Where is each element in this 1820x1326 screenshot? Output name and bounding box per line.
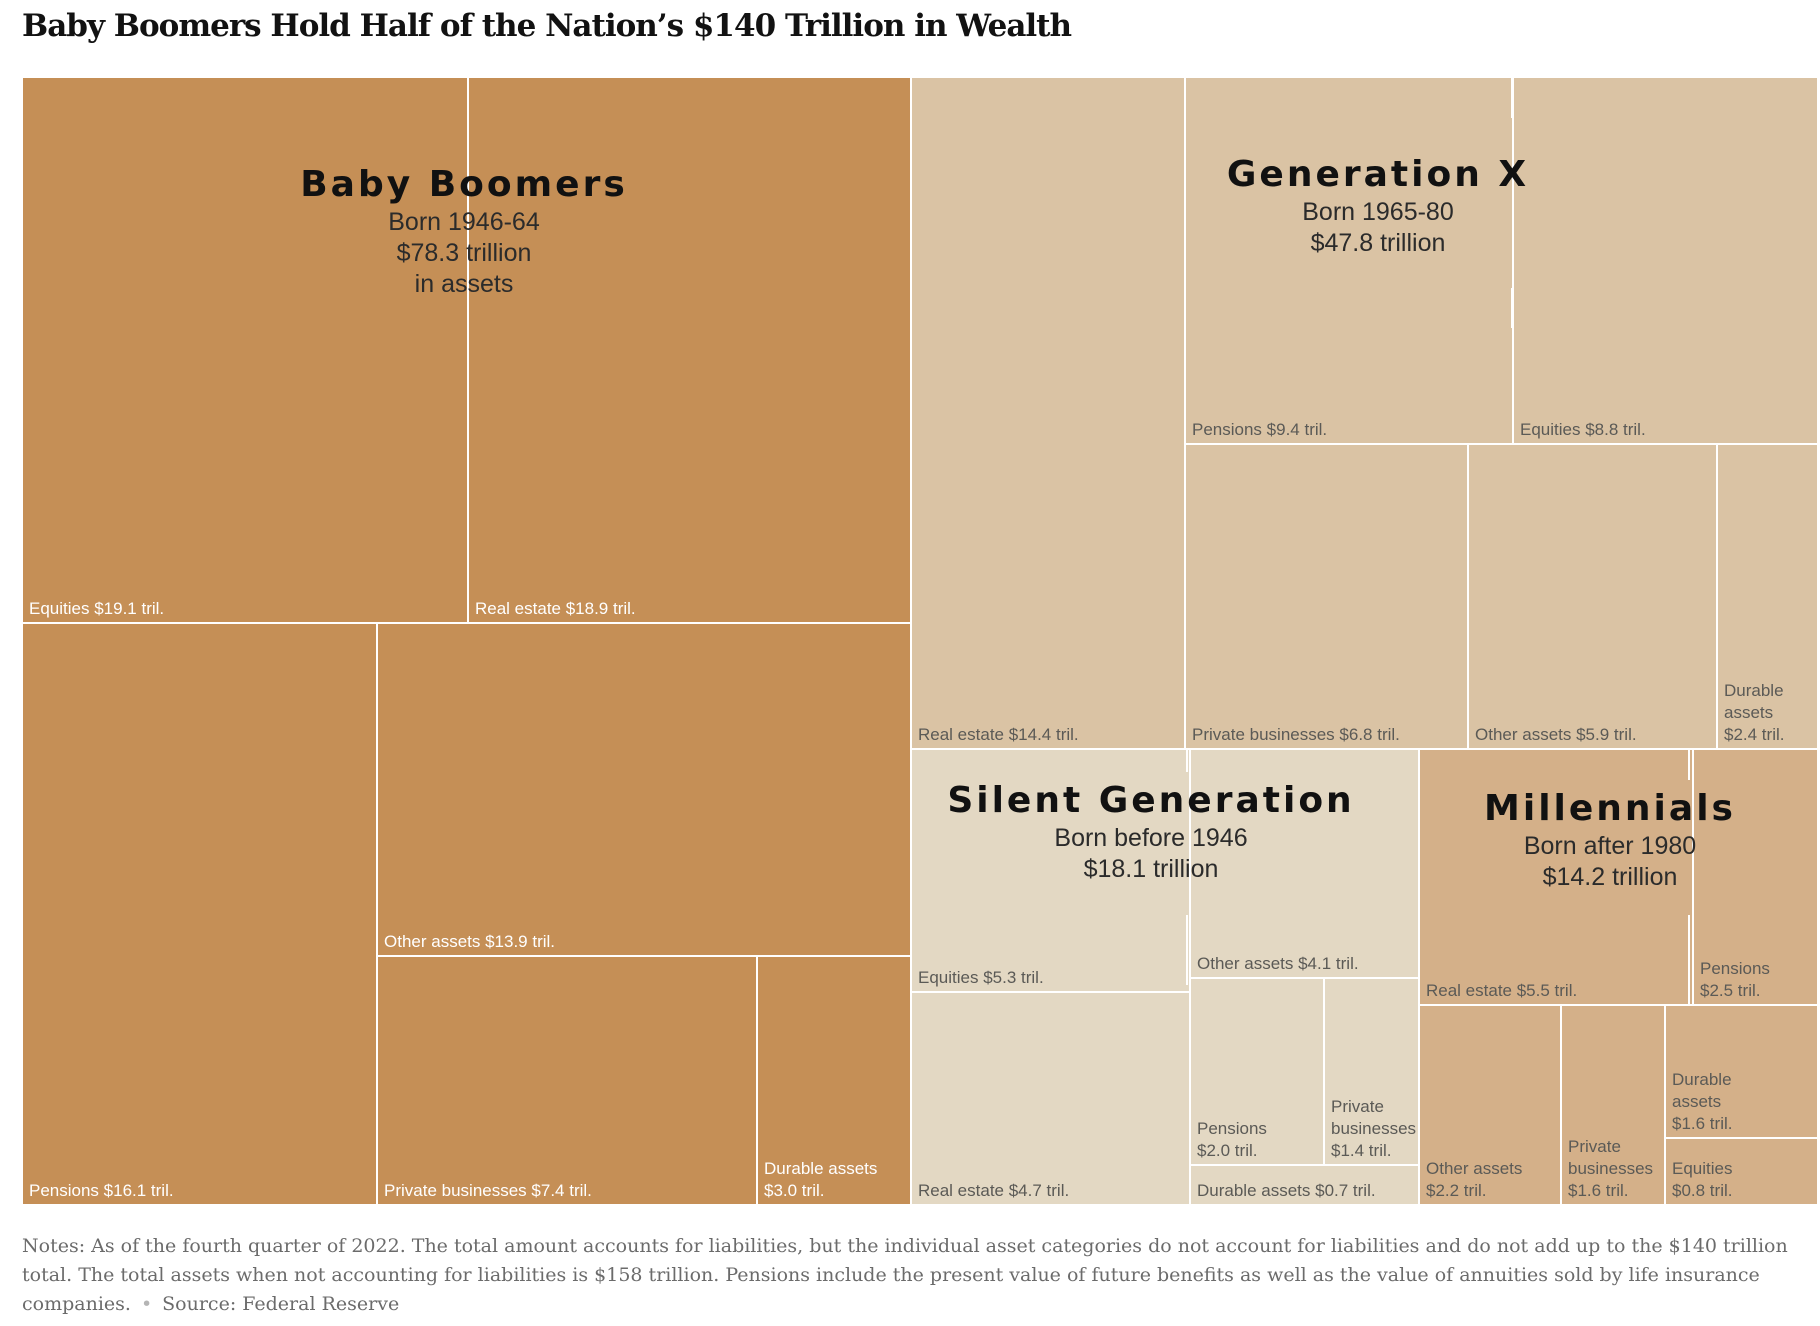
millennials-equities-label: Equities $0.8 tril. — [1672, 1158, 1733, 1200]
silent-generation-generation-born: Born before 1946 — [1054, 824, 1248, 852]
baby-boomers-generation-born: Born 1946-64 — [388, 208, 540, 236]
millennials-pensions-cell: Pensions $2.5 tril. — [1693, 749, 1818, 1005]
baby-boomers-equities-cell: Equities $19.1 tril. — [22, 77, 468, 623]
millennials-private-businesses-label: Private businesses $1.6 tril. — [1568, 1136, 1654, 1200]
generation-x-generation-total: $47.8 trillion — [1310, 229, 1446, 257]
cell-divider — [1511, 288, 1513, 328]
generation-x-heading: Generation X Born 1965-80 $47.8 trillion — [1227, 154, 1529, 259]
baby-boomers-pensions-cell: Pensions $16.1 tril. — [22, 623, 377, 1205]
generation-x-real-estate-cell: Real estate $14.4 tril. — [911, 77, 1185, 749]
silent-generation-pensions-cell: Pensions $2.0 tril. — [1190, 978, 1324, 1165]
separator-dot: • — [140, 1293, 153, 1315]
millennials-durable-assets-label: Durable assets $1.6 tril. — [1672, 1069, 1733, 1133]
chart-title: Baby Boomers Hold Half of the Nation’s $… — [22, 8, 1072, 44]
silent-generation-equities-cell: Equities $5.3 tril. — [911, 749, 1190, 992]
baby-boomers-generation-name: Baby Boomers — [300, 164, 628, 205]
cell-divider — [1688, 915, 1690, 1005]
generation-x-durable-assets-label: Durable assets $2.4 tril. — [1724, 680, 1785, 744]
millennials-generation-total: $14.2 trillion — [1542, 863, 1678, 891]
generation-x-equities-cell: Equities $8.8 tril. — [1513, 77, 1818, 444]
millennials-other-assets-cell: Other assets $2.2 tril. — [1419, 1005, 1561, 1205]
generation-x-generation-born: Born 1965-80 — [1302, 198, 1454, 226]
baby-boomers-real-estate-cell: Real estate $18.9 tril. — [468, 77, 911, 623]
chart-notes: Notes: As of the fourth quarter of 2022.… — [22, 1232, 1802, 1319]
baby-boomers-pensions-label: Pensions $16.1 tril. — [29, 1180, 174, 1200]
generation-x-private-businesses-label: Private businesses $6.8 tril. — [1192, 724, 1400, 744]
silent-generation-generation-total: $18.1 trillion — [1083, 855, 1219, 883]
silent-generation-durable-assets-label: Durable assets $0.7 tril. — [1197, 1180, 1376, 1200]
millennials-generation-name: Millennials — [1484, 788, 1736, 829]
generation-x-pensions-label: Pensions $9.4 tril. — [1192, 419, 1328, 439]
silent-generation-private-businesses-label: Private businesses $1.4 tril. — [1331, 1096, 1417, 1160]
baby-boomers-other-assets-label: Other assets $13.9 tril. — [384, 931, 556, 951]
silent-generation-generation-name: Silent Generation — [947, 780, 1355, 821]
generation-x-other-assets-label: Other assets $5.9 tril. — [1475, 724, 1637, 744]
millennials-generation-born: Born after 1980 — [1523, 832, 1697, 860]
baby-boomers-private-businesses-label: Private businesses $7.4 tril. — [384, 1180, 592, 1200]
generation-x-equities-label: Equities $8.8 tril. — [1520, 419, 1646, 439]
silent-generation-private-businesses-cell: Private businesses $1.4 tril. — [1324, 978, 1419, 1165]
millennials-real-estate-label: Real estate $5.5 tril. — [1426, 980, 1578, 1000]
cell-divider — [1186, 915, 1188, 985]
millennials-heading: Millennials Born after 1980 $14.2 trillion — [1484, 788, 1736, 893]
silent-generation-heading: Silent Generation Born before 1946 $18.1 t… — [947, 780, 1354, 885]
silent-generation-real-estate-cell: Real estate $4.7 tril. — [911, 992, 1190, 1205]
silent-generation-real-estate-label: Real estate $4.7 tril. — [918, 1180, 1070, 1200]
cell-divider — [467, 78, 469, 148]
cell-divider — [1186, 748, 1188, 772]
baby-boomers-real-estate-label: Real estate $18.9 tril. — [475, 598, 636, 618]
silent-generation-equities-label: Equities $5.3 tril. — [918, 967, 1044, 987]
cell-divider — [1511, 78, 1513, 118]
generation-x-other-assets-cell: Other assets $5.9 tril. — [1468, 444, 1717, 749]
cell-divider — [467, 330, 469, 370]
source-text: Source: Federal Reserve — [162, 1293, 400, 1315]
generation-x-real-estate-label: Real estate $14.4 tril. — [918, 724, 1079, 744]
baby-boomers-other-assets-cell: Other assets $13.9 tril. — [377, 623, 911, 956]
baby-boomers-equities-label: Equities $19.1 tril. — [29, 598, 165, 618]
baby-boomers-heading: Baby Boomers Born 1946-64 $78.3 trillion in… — [300, 164, 628, 300]
generation-x-durable-assets-cell: Durable assets $2.4 tril. — [1717, 444, 1818, 749]
generation-x-generation-name: Generation X — [1226, 154, 1530, 195]
baby-boomers-private-businesses-cell: Private businesses $7.4 tril. — [377, 956, 757, 1205]
baby-boomers-durable-assets-label: Durable assets $3.0 tril. — [764, 1158, 878, 1200]
generation-x-private-businesses-cell: Private businesses $6.8 tril. — [1185, 444, 1468, 749]
silent-generation-pensions-label: Pensions $2.0 tril. — [1197, 1118, 1267, 1160]
cell-divider — [1688, 748, 1690, 780]
millennials-real-estate-cell: Real estate $5.5 tril. — [1419, 749, 1693, 1005]
silent-generation-other-assets-cell: Other assets $4.1 tril. — [1190, 749, 1419, 978]
baby-boomers-generation-total: $78.3 trillion — [396, 239, 532, 267]
millennials-equities-cell: Equities $0.8 tril. — [1665, 1138, 1818, 1205]
millennials-private-businesses-cell: Private businesses $1.6 tril. — [1561, 1005, 1665, 1205]
millennials-durable-assets-cell: Durable assets $1.6 tril. — [1665, 1005, 1818, 1138]
silent-generation-durable-assets-cell: Durable assets $0.7 tril. — [1190, 1165, 1419, 1205]
baby-boomers-generation-total-note: in assets — [414, 270, 514, 298]
millennials-other-assets-label: Other assets $2.2 tril. — [1426, 1158, 1523, 1200]
generation-x-pensions-cell: Pensions $9.4 tril. — [1185, 77, 1513, 444]
millennials-pensions-label: Pensions $2.5 tril. — [1700, 958, 1770, 1000]
baby-boomers-durable-assets-cell: Durable assets $3.0 tril. — [757, 956, 911, 1205]
notes-text: Notes: As of the fourth quarter of 2022.… — [22, 1235, 1788, 1315]
silent-generation-other-assets-label: Other assets $4.1 tril. — [1197, 953, 1359, 973]
